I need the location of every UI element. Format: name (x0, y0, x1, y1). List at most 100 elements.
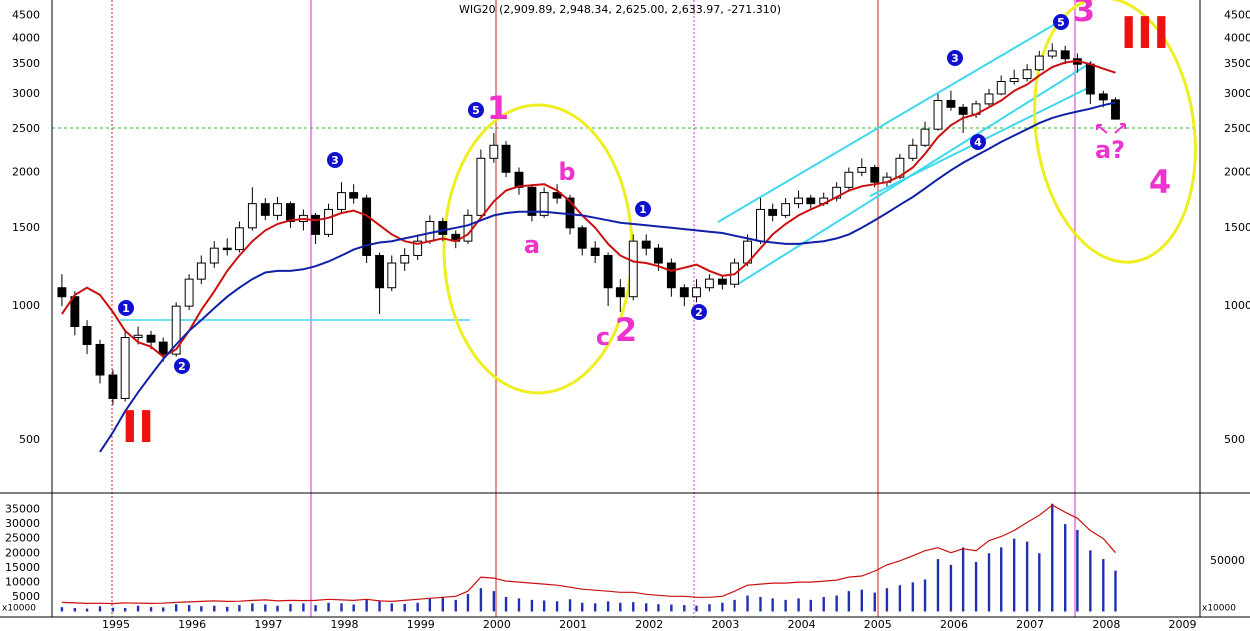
chart-title: WIG20 (2,909.89, 2,948.34, 2,625.00, 2,6… (459, 3, 781, 16)
candle-body (260, 203, 270, 216)
wave-marker: 5 (472, 104, 480, 117)
x-tick-label: 1996 (178, 618, 206, 631)
candle-body (933, 100, 943, 130)
volume-bar (200, 606, 203, 612)
candle-body (1085, 63, 1095, 95)
volume-bar (797, 598, 800, 612)
candle-body (666, 262, 676, 289)
volume-bar (1102, 559, 1105, 612)
volume-bar (606, 601, 610, 612)
candle-body (1009, 78, 1019, 82)
wave-label: 1 (487, 89, 509, 127)
candle-body (133, 334, 143, 339)
volume-bar (733, 599, 736, 612)
wave-degree-label: II (122, 402, 155, 453)
x-tick-label: 2006 (940, 618, 968, 631)
candle-body (387, 262, 397, 289)
volume-bar (555, 601, 559, 612)
volume-bar (390, 603, 393, 612)
candle-body (920, 128, 930, 146)
x-tick-label: 1998 (331, 618, 359, 631)
highlight-ellipse (1033, 0, 1197, 264)
wave-marker-bg (118, 300, 134, 316)
wave-marker-bg (970, 134, 986, 150)
candle-body (273, 203, 282, 216)
y-tick-label: 2500 (1224, 122, 1250, 135)
y-tick-label: 20000 (5, 546, 40, 559)
volume-bar (923, 579, 927, 612)
candle-body (857, 166, 867, 173)
candle-body (1060, 50, 1070, 60)
candle-body (362, 197, 372, 256)
wave-marker-bg (468, 102, 484, 118)
wave-marker-bg (1053, 14, 1069, 30)
y-tick-label: 4500 (12, 9, 40, 22)
volume-bar (187, 605, 191, 612)
y-tick-label: 500 (19, 433, 40, 446)
volume-bar (695, 605, 698, 612)
candle-body (806, 197, 816, 205)
y-tick-label: 500 (1224, 433, 1245, 446)
candle-body (527, 186, 537, 216)
volume-bar (378, 601, 381, 612)
volume-bar (1114, 570, 1117, 612)
x-tick-label: 2000 (483, 618, 511, 631)
volume-bar (657, 604, 660, 612)
wave-marker-bg (174, 358, 190, 374)
volume-bar (276, 605, 279, 612)
x-tick-label: 2007 (1016, 618, 1044, 631)
wave-marker: 2 (695, 306, 703, 319)
plot-layer (57, 43, 1120, 612)
candle-body (349, 192, 359, 199)
wave-marker: 5 (1057, 16, 1065, 29)
y-tick-label: 3000 (1224, 87, 1250, 100)
candle-body (1034, 55, 1044, 71)
volume-bar (670, 604, 673, 612)
volume-bar (1064, 524, 1067, 612)
volume-bar (949, 564, 953, 612)
volume-bar (1089, 550, 1092, 612)
candle-body (717, 278, 727, 285)
x-tick-label: 2008 (1092, 618, 1120, 631)
y-tick-label: 4500 (1224, 9, 1250, 22)
volume-bar (213, 605, 216, 612)
x-tick-label: 2002 (635, 618, 663, 631)
volume-bar (314, 605, 317, 612)
volume-bar (708, 604, 711, 612)
candle-body (603, 254, 613, 289)
candle-body (768, 208, 778, 216)
wave-degree-label: III (1120, 8, 1169, 59)
volume-bar (809, 599, 812, 612)
volume-bar (619, 602, 622, 612)
wave-marker-bg (947, 50, 963, 66)
candle-body (501, 144, 511, 173)
candle-body (844, 171, 854, 188)
y-tick-label: 4000 (12, 31, 40, 44)
wave-marker-bg (635, 201, 651, 217)
volume-bar (746, 595, 749, 612)
wave-marker: 3 (331, 154, 339, 167)
candle-body (996, 80, 1006, 95)
volume-bar (174, 604, 178, 612)
candle-body (171, 305, 181, 355)
candle-body (438, 220, 448, 235)
wave-label: 4 (1149, 163, 1171, 201)
volume-bar (98, 606, 102, 612)
wave-marker: 2 (178, 360, 186, 373)
candle-body (184, 278, 194, 307)
y-tick-label: 30000 (5, 517, 40, 530)
volume-bar (251, 603, 254, 612)
candle-body (222, 247, 232, 251)
wave-label: a (524, 231, 540, 259)
wave-marker: 1 (122, 302, 130, 315)
candle-body (337, 192, 346, 210)
x-tick-label: 2001 (559, 618, 587, 631)
candle-body (463, 214, 473, 242)
y-tick-label: 1000 (12, 299, 40, 312)
candle-body (311, 214, 321, 235)
candle-body (1022, 69, 1032, 80)
candle-body (158, 341, 168, 355)
wave-marker: 3 (951, 52, 959, 65)
volume-bar (492, 591, 496, 612)
